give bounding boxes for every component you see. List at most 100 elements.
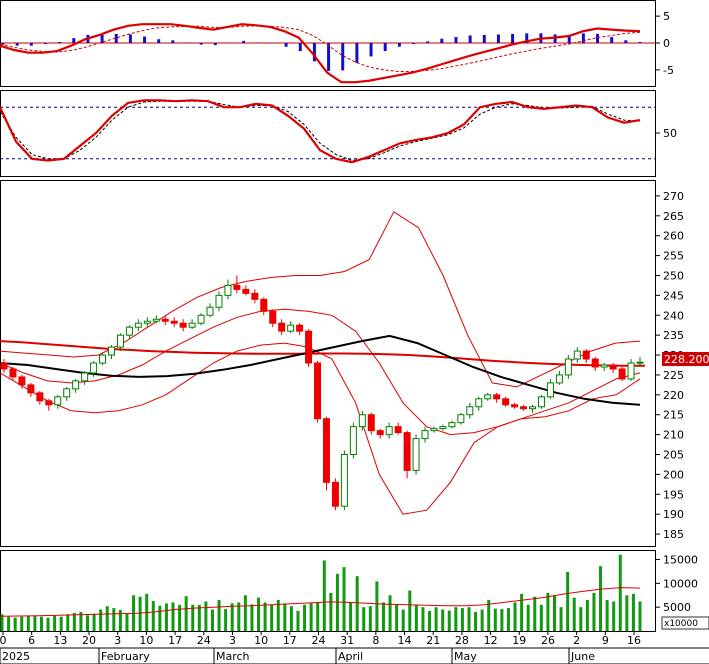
candle-body xyxy=(591,358,599,368)
stoch-ytick-label: 50 xyxy=(663,127,677,140)
candle-body xyxy=(99,354,107,364)
volume-bar xyxy=(421,607,425,631)
volume-bar xyxy=(585,600,589,631)
volume-bar xyxy=(270,604,274,631)
candle-body xyxy=(627,362,635,380)
candle-body xyxy=(636,361,644,364)
volume-bar xyxy=(572,597,576,631)
volume-bar xyxy=(487,600,491,631)
candle-body xyxy=(546,382,554,398)
x-day-tick-label: 10 xyxy=(254,634,268,647)
volume-bar xyxy=(20,616,24,631)
volume-bar xyxy=(467,607,471,631)
x-day-tick-label: 3 xyxy=(229,634,236,647)
volume-bar xyxy=(72,612,76,631)
volume-bar xyxy=(375,581,379,631)
candle-body xyxy=(107,346,115,356)
x-day-tick-label: 20 xyxy=(82,634,96,647)
volume-bar xyxy=(526,604,530,631)
x-day-tick-label: 3 xyxy=(114,634,121,647)
candle-body xyxy=(340,454,348,507)
volume-bar xyxy=(217,600,221,631)
candle-body xyxy=(179,322,187,328)
candle-body xyxy=(0,362,8,370)
price-ytick-label: 260 xyxy=(663,230,684,243)
volume-bar xyxy=(7,616,11,631)
volume-bar xyxy=(151,600,155,631)
volume-bar xyxy=(513,602,517,631)
volume-bar xyxy=(395,604,399,631)
macd-ytick-label: 0 xyxy=(663,37,670,50)
volume-bar xyxy=(66,614,70,631)
candle-body xyxy=(349,426,357,455)
price-ytick-label: 255 xyxy=(663,250,684,263)
panel-frame-stoch xyxy=(0,90,656,177)
price-ytick-label: 265 xyxy=(663,210,684,223)
volume-bar xyxy=(283,603,287,631)
candle-body xyxy=(27,384,35,394)
volume-bar xyxy=(86,615,90,631)
volume-bar xyxy=(381,602,385,631)
volume-bar xyxy=(316,602,320,631)
volume-bar xyxy=(414,604,418,631)
macd-ytick-label: 5 xyxy=(663,10,670,23)
candle-body xyxy=(322,418,330,483)
x-month-label: June xyxy=(570,650,595,663)
price-ytick-label: 215 xyxy=(663,409,684,422)
volume-bar xyxy=(178,604,182,631)
volume-bar xyxy=(191,604,195,631)
price-ytick-label: 235 xyxy=(663,329,684,342)
volume-bar xyxy=(197,604,201,631)
x-day-tick-label: 14 xyxy=(398,634,412,647)
volume-bar xyxy=(625,595,629,631)
x-month-label: 2025 xyxy=(2,650,30,663)
volume-bar xyxy=(428,610,432,631)
price-ytick-label: 240 xyxy=(663,309,684,322)
candle-body xyxy=(287,324,295,332)
x-day-tick-label: 19 xyxy=(512,634,526,647)
x-day-tick-label: 31 xyxy=(340,634,354,647)
candle-body xyxy=(305,330,313,364)
volume-ytick-label: 10000 xyxy=(663,577,698,590)
volume-bar xyxy=(112,608,116,631)
candle-body xyxy=(439,426,447,430)
price-ytick-label: 220 xyxy=(663,389,684,402)
volume-bar xyxy=(592,592,596,631)
volume-bar xyxy=(329,592,333,631)
volume-bar xyxy=(520,593,524,631)
volume-bar xyxy=(599,566,603,631)
bollinger-upper xyxy=(0,211,641,388)
volume-bar xyxy=(474,611,478,631)
sma-mid-line xyxy=(0,334,641,406)
candle-body xyxy=(367,414,375,432)
price-ytick-label: 270 xyxy=(663,190,684,203)
volume-bar xyxy=(296,610,300,631)
candle-body xyxy=(143,320,151,324)
last-price-label: 228.2000 xyxy=(664,353,709,366)
volume-bar xyxy=(349,602,353,631)
volume-bar xyxy=(612,601,616,631)
candle-body xyxy=(72,380,80,390)
volume-multiplier-label: x10000 xyxy=(664,619,698,629)
volume-bar xyxy=(125,613,129,631)
volume-bar xyxy=(138,596,142,631)
volume-bar xyxy=(224,609,228,631)
candle-body xyxy=(520,406,528,410)
price-ytick-label: 250 xyxy=(663,269,684,282)
volume-bar xyxy=(59,616,63,631)
volume-bar xyxy=(303,604,307,631)
x-day-tick-label: 0 xyxy=(0,634,7,647)
candle-body xyxy=(618,368,626,380)
volume-bar xyxy=(276,600,280,631)
candle-body xyxy=(484,394,492,400)
volume-bar xyxy=(210,609,214,631)
volume-bar xyxy=(539,604,543,631)
candle-body xyxy=(224,284,232,296)
candle-body xyxy=(430,428,438,432)
volume-bar xyxy=(605,600,609,631)
x-day-tick-label: 12 xyxy=(484,634,498,647)
price-ytick-label: 200 xyxy=(663,468,684,481)
candle-body xyxy=(331,481,339,507)
